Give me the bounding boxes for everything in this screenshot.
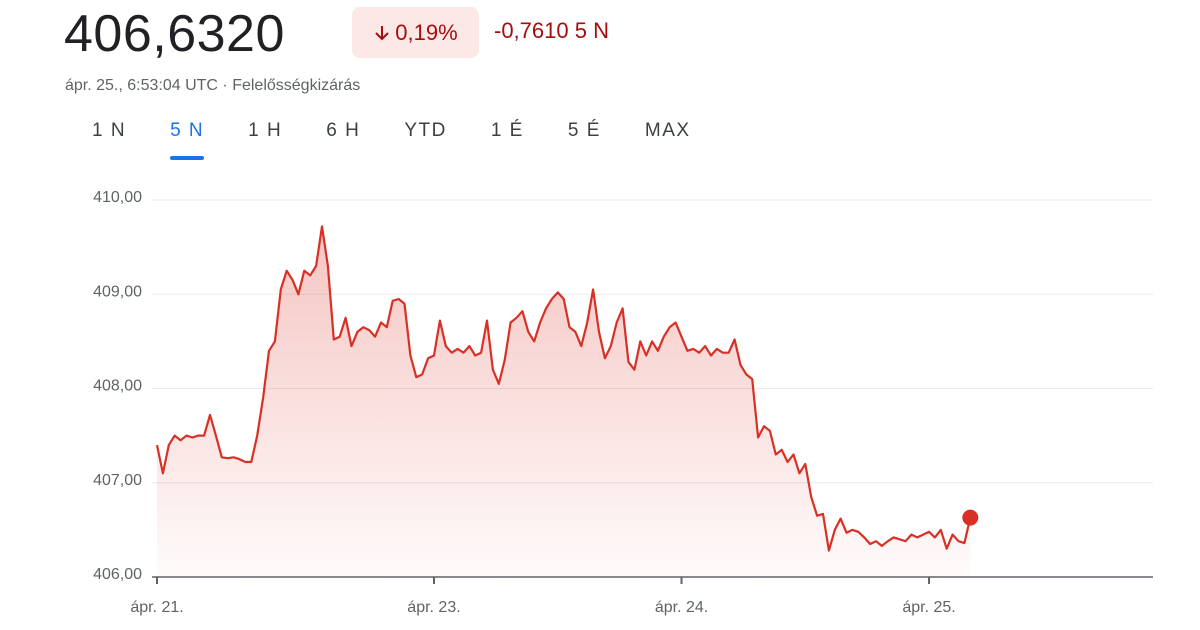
area [157, 226, 971, 577]
price-line [155, 225, 972, 552]
range-tab[interactable]: 5 É [567, 120, 601, 141]
timestamp: ápr. 25., 6:53:04 UTC [65, 77, 218, 94]
down-arrow [375, 25, 390, 40]
change-badge: 0,19% [352, 7, 479, 58]
timestamp-line: ápr. 25., 6:53:04 UTC · Felelősségkizárá… [65, 77, 361, 94]
price: 406,6320 [64, 5, 285, 63]
disclaimer[interactable]: Felelősségkizárás [232, 77, 361, 94]
x-tick-label: ápr. 21. [130, 599, 183, 616]
range-tab[interactable]: 1 H [248, 120, 283, 141]
last-point [962, 509, 979, 526]
range-tab[interactable]: 1 É [490, 120, 524, 141]
change-percent: 0,19% [395, 19, 458, 45]
range-tabs: 1 N 5 N 1 H 6 H YTD 1 É 5 É MAX [70, 120, 713, 160]
range-tab[interactable]: 5 N [148, 120, 226, 160]
range-tab[interactable]: MAX [644, 120, 691, 141]
range-tab[interactable]: 1 N [92, 120, 127, 141]
y-tick-label: 406,00 [93, 566, 142, 583]
y-tick-label: 409,00 [93, 283, 142, 300]
x-tick-label: ápr. 24. [655, 599, 708, 616]
x-tick-label: ápr. 25. [902, 599, 955, 616]
range-tab[interactable]: YTD [404, 120, 447, 141]
y-tick-label: 408,00 [93, 378, 142, 395]
y-tick-label: 407,00 [93, 472, 142, 489]
x-tick-label: ápr. 23. [407, 599, 460, 616]
range-tab[interactable]: 6 H [326, 120, 361, 141]
y-tick-label: 410,00 [93, 189, 142, 206]
change-value: -0,7610 5 N [494, 18, 609, 43]
